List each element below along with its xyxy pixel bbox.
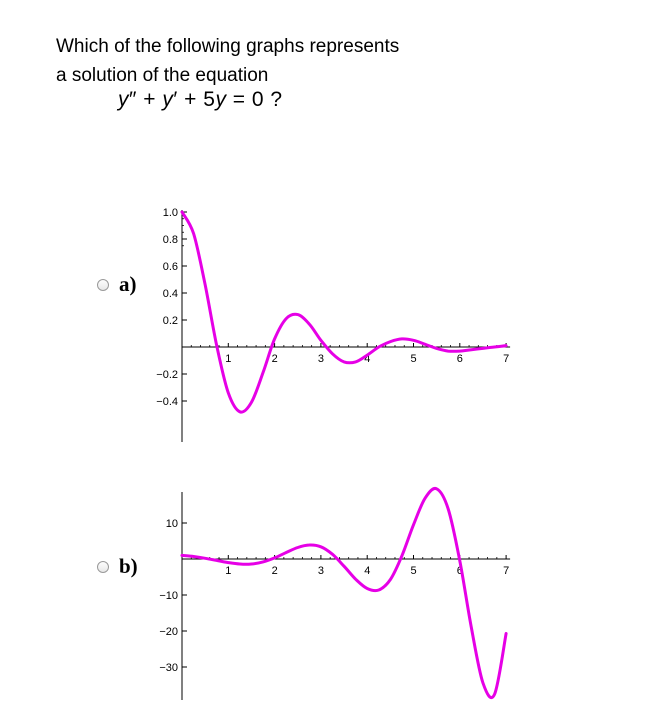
x-tick-label: 4 xyxy=(364,353,370,365)
radio-button-a[interactable] xyxy=(97,278,109,291)
x-tick-label: 6 xyxy=(457,565,463,577)
x-tick-label: 7 xyxy=(503,353,509,365)
solution-curve xyxy=(180,210,508,414)
y-tick-label: 1.0 xyxy=(163,207,178,219)
x-tick-label: 5 xyxy=(411,353,417,365)
x-tick-label: 1 xyxy=(225,353,231,365)
x-tick-label: 3 xyxy=(318,565,324,577)
y-tick-label: −30 xyxy=(159,662,178,674)
y-tick-label: 0.4 xyxy=(163,288,178,300)
y-tick-label: 0.2 xyxy=(163,315,178,327)
x-tick-label: 5 xyxy=(411,565,417,577)
equation-part: y xyxy=(162,88,174,111)
x-tick-label: 1 xyxy=(225,565,231,577)
y-tick-label: −0.4 xyxy=(156,396,178,408)
x-tick-label: 6 xyxy=(457,353,463,365)
option-b-label: b) xyxy=(119,554,138,578)
equation-part: y xyxy=(118,88,129,111)
y-tick-label: 0.8 xyxy=(163,234,178,246)
option-a[interactable]: a) xyxy=(97,272,137,297)
radio-button-b[interactable] xyxy=(97,560,109,573)
equation-rhs: = 0 ? xyxy=(226,88,283,111)
x-tick-label: 2 xyxy=(272,353,278,365)
option-b[interactable]: b) xyxy=(97,554,138,579)
x-tick-label: 4 xyxy=(364,565,370,577)
question-text: Which of the following graphs represents… xyxy=(56,32,399,90)
equation-part: ′ + 5 xyxy=(173,88,216,111)
option-a-label: a) xyxy=(119,272,137,296)
y-tick-label: −20 xyxy=(159,626,178,638)
equation-part: y xyxy=(215,88,227,111)
question-line-1: Which of the following graphs represents xyxy=(56,36,400,57)
x-tick-label: 3 xyxy=(318,353,324,365)
y-tick-label: 0.6 xyxy=(163,261,178,273)
y-tick-label: −10 xyxy=(159,590,178,602)
differential-equation: y″ + y′ + 5y = 0 ? xyxy=(118,88,283,112)
solution-curve xyxy=(180,486,508,700)
y-tick-label: 10 xyxy=(166,518,178,530)
question-line-2: a solution of the equation xyxy=(56,65,269,86)
y-tick-label: −0.2 xyxy=(156,369,178,381)
x-tick-label: 7 xyxy=(503,565,509,577)
equation-part: ″ + xyxy=(129,88,163,111)
x-tick-label: 2 xyxy=(272,565,278,577)
